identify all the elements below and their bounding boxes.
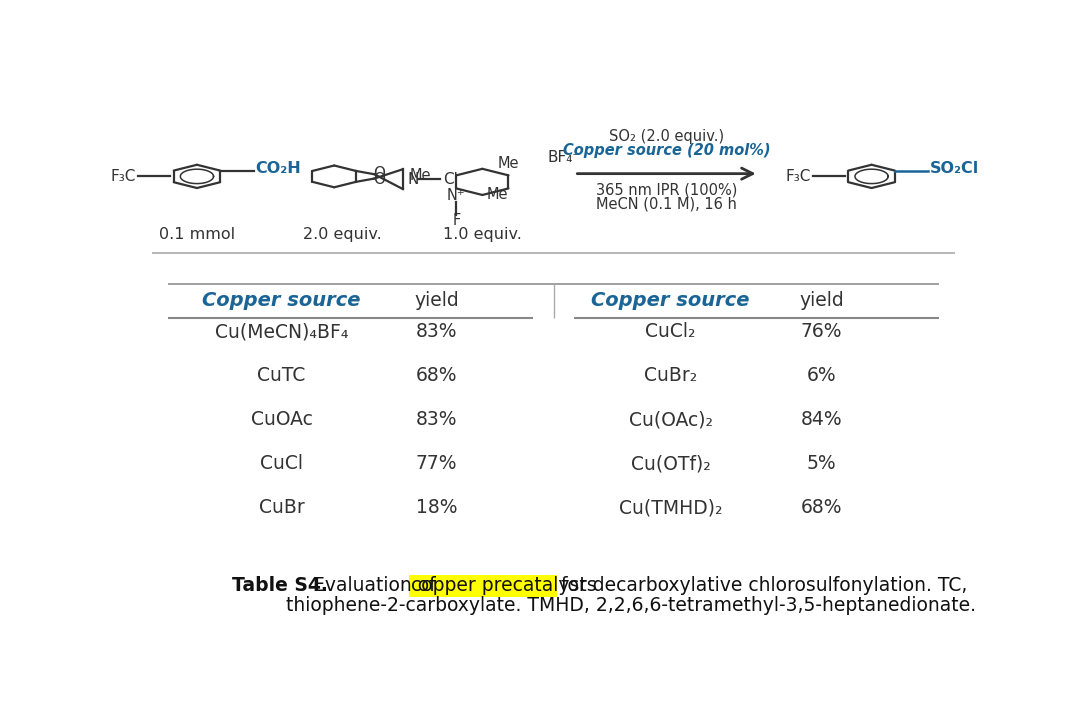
Text: F₃C: F₃C [110,169,136,184]
Text: Cl: Cl [443,171,458,186]
Text: Me: Me [486,188,508,203]
Text: yield: yield [799,291,843,310]
Text: CuOAc: CuOAc [251,411,312,429]
Text: Cu(OTf)₂: Cu(OTf)₂ [631,454,711,473]
Text: MeCN (0.1 M), 16 h: MeCN (0.1 M), 16 h [596,196,737,211]
Text: 1.0 equiv.: 1.0 equiv. [443,226,522,241]
Text: Copper source (20 mol%): Copper source (20 mol%) [563,143,770,158]
FancyBboxPatch shape [408,575,557,597]
Text: O: O [374,172,386,187]
Text: BF₄⁻: BF₄⁻ [548,151,581,166]
Text: F: F [453,213,460,228]
Text: CuCl₂: CuCl₂ [646,323,696,341]
Text: N⁺: N⁺ [447,188,465,203]
Text: copper precatalysts: copper precatalysts [411,576,597,595]
Text: Copper source: Copper source [592,291,750,310]
Text: yield: yield [414,291,459,310]
Text: 68%: 68% [800,498,842,518]
Text: N: N [407,171,418,186]
Text: CuTC: CuTC [257,366,306,386]
Text: 68%: 68% [416,366,457,386]
Text: Cu(MeCN)₄BF₄: Cu(MeCN)₄BF₄ [215,323,348,341]
Text: 5%: 5% [807,454,836,473]
Text: 2.0 equiv.: 2.0 equiv. [303,226,382,241]
Text: O: O [374,166,386,181]
Text: CuBr: CuBr [258,498,305,518]
Text: CuBr₂: CuBr₂ [644,366,698,386]
Text: CO₂H: CO₂H [255,161,301,176]
Text: Me: Me [498,156,519,171]
Text: 84%: 84% [800,411,842,429]
Text: Copper source: Copper source [202,291,361,310]
Text: F₃C: F₃C [785,169,810,184]
Text: 6%: 6% [807,366,836,386]
Text: 18%: 18% [416,498,457,518]
Text: SO₂Cl: SO₂Cl [930,161,980,176]
Text: 83%: 83% [416,323,457,341]
Text: thiophene-2-carboxylate. TMHD, 2,2,6,6-tetramethyl-3,5-heptanedionate.: thiophene-2-carboxylate. TMHD, 2,2,6,6-t… [286,595,976,615]
Text: 0.1 mmol: 0.1 mmol [159,226,235,241]
Text: 76%: 76% [800,323,842,341]
Text: CuCl: CuCl [260,454,303,473]
Text: for decarboxylative chlorosulfonylation. TC,: for decarboxylative chlorosulfonylation.… [555,576,968,595]
Text: Table S4.: Table S4. [232,576,328,595]
Text: 83%: 83% [416,411,457,429]
Text: 365 nm IPR (100%): 365 nm IPR (100%) [596,183,738,198]
Text: SO₂ (2.0 equiv.): SO₂ (2.0 equiv.) [609,129,724,144]
Text: Me: Me [409,168,431,183]
Text: Cu(TMHD)₂: Cu(TMHD)₂ [619,498,723,518]
Text: Cu(OAc)₂: Cu(OAc)₂ [629,411,713,429]
Text: Evaluation of: Evaluation of [307,576,442,595]
Text: 77%: 77% [416,454,457,473]
